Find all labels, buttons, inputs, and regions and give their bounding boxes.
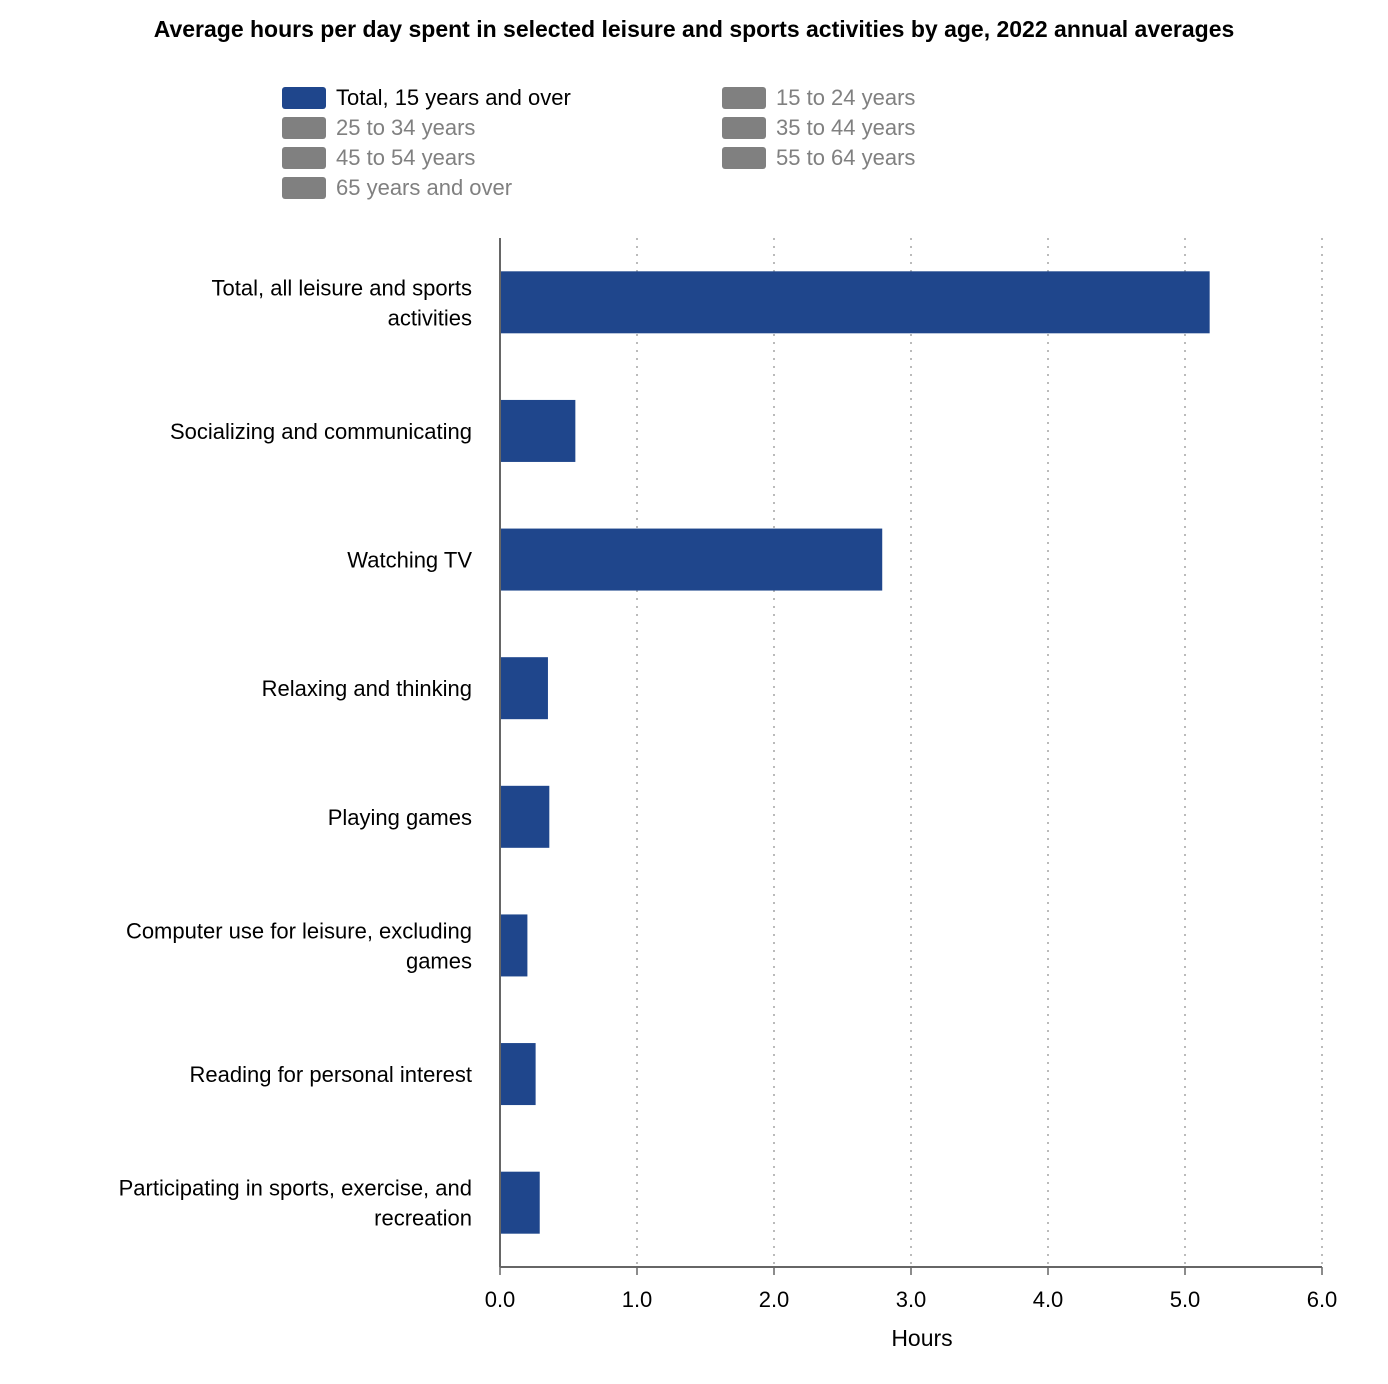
legend-item[interactable]: 45 to 54 years [282,143,475,173]
legend-label: 35 to 44 years [776,115,916,140]
legend-item[interactable]: 15 to 24 years [722,83,915,113]
legend-item[interactable]: 25 to 34 years [282,113,475,143]
category-label: Playing games [328,805,472,830]
category-label: Reading for personal interest [190,1062,473,1087]
legend-item[interactable]: 65 years and over [282,173,512,203]
chart-title: Average hours per day spent in selected … [153,16,1235,42]
legend-label: 65 years and over [336,175,513,200]
legend-swatch [722,117,766,139]
category-label: Total, all leisure and sports activities [212,275,472,330]
category-label: Computer use for leisure, excluding games [126,918,472,973]
legend-label: 15 to 24 years [776,85,916,110]
x-tick-label: 4.0 [1033,1287,1064,1312]
legend-item[interactable]: 55 to 64 years [722,143,915,173]
category-label: Socializing and communicating [170,419,472,444]
legend-swatch [282,177,326,199]
x-tick-label: 6.0 [1307,1287,1338,1312]
bar[interactable] [501,1043,536,1106]
x-tick-label: 3.0 [896,1287,927,1312]
category-label: Participating in sports, exercise, and re… [119,1176,472,1231]
x-tick-label: 2.0 [759,1287,790,1312]
legend-swatch [282,87,326,109]
x-tick-label: 0.0 [485,1287,516,1312]
bar[interactable] [501,914,528,977]
bar[interactable] [501,399,576,462]
x-tick-label: 1.0 [622,1287,653,1312]
x-tick-label: 5.0 [1170,1287,1201,1312]
legend-swatch [722,87,766,109]
legend-label: 45 to 54 years [336,145,476,170]
x-axis-label: Hours [891,1325,952,1351]
bar[interactable] [501,528,883,591]
category-label: Watching TV [347,548,472,573]
bar[interactable] [501,271,1210,334]
bar[interactable] [501,1171,540,1234]
legend-label: 55 to 64 years [776,145,916,170]
bar[interactable] [501,785,550,848]
legend-swatch [282,147,326,169]
legend-label: Total, 15 years and over [336,85,571,110]
legend-item[interactable]: Total, 15 years and over [282,83,571,113]
legend-item[interactable]: 35 to 44 years [722,113,915,143]
legend-swatch [282,117,326,139]
legend-label: 25 to 34 years [336,115,476,140]
legend-swatch [722,147,766,169]
bar[interactable] [501,657,548,720]
category-label: Relaxing and thinking [262,676,472,701]
